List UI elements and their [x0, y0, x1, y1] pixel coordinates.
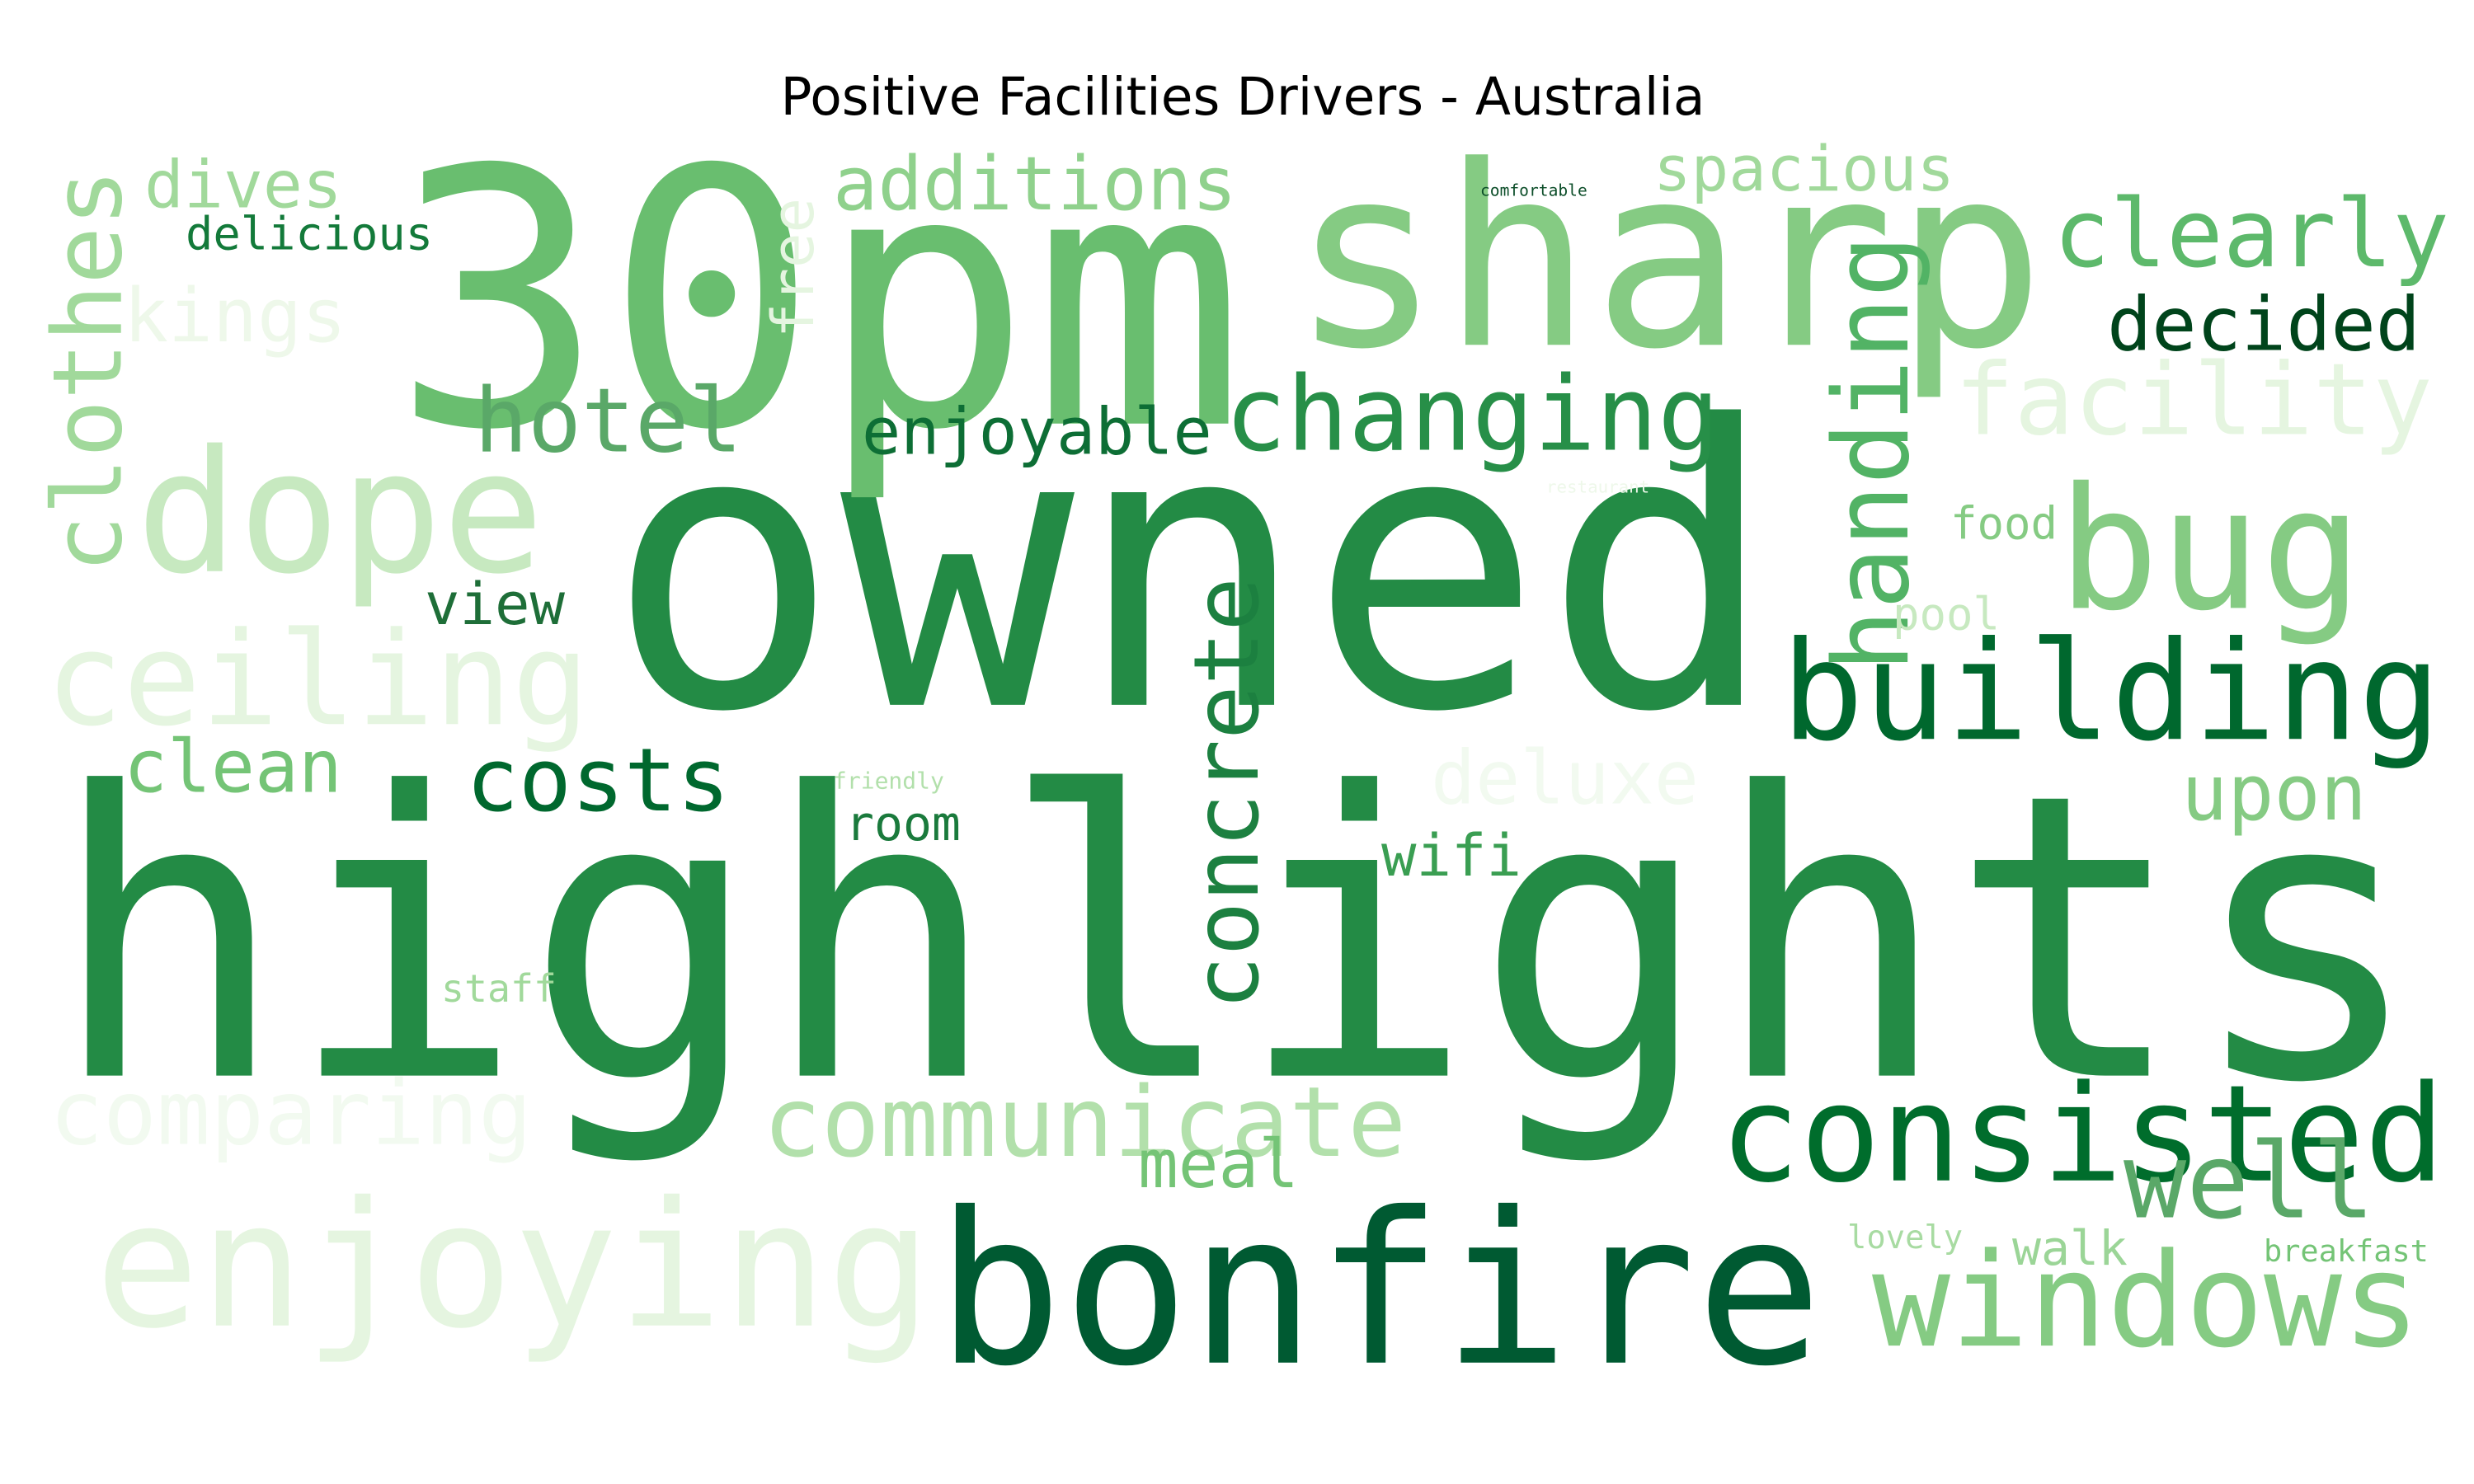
word-42: meal — [1138, 1126, 1300, 1205]
word-32: hotel — [474, 369, 743, 473]
word-37: clean — [124, 724, 342, 810]
word-14: comparing — [49, 1062, 533, 1166]
word-44: walk — [2012, 1219, 2128, 1276]
word-27: dives — [144, 146, 342, 223]
word-31: free — [759, 197, 828, 338]
word-29: spacious — [1653, 133, 1955, 205]
word-28: delicious — [186, 208, 434, 261]
word-12: communicate — [763, 1066, 1407, 1180]
word-46: breakfast — [2264, 1233, 2429, 1269]
word-15: facility — [1954, 342, 2433, 458]
word-41: staff — [441, 965, 557, 1011]
word-43: lovely — [1847, 1219, 1964, 1257]
word-21: costs — [466, 730, 730, 832]
word-36: view — [425, 569, 566, 638]
word-1: owned — [606, 344, 1777, 797]
word-22: deluxe — [1431, 735, 1700, 822]
word-3: sharp — [1291, 112, 2046, 405]
word-9: ceiling — [45, 604, 590, 755]
word-6: dope — [136, 414, 544, 612]
word-0: highlights — [49, 709, 2425, 1169]
word-5: enjoying — [95, 1163, 932, 1367]
word-25: upon — [2181, 749, 2367, 839]
word-10: windows — [1872, 1226, 2421, 1378]
word-11: bug — [2058, 452, 2363, 649]
word-20: additions — [833, 141, 1237, 228]
word-38: friendly — [833, 767, 944, 795]
chart-title: Positive Facilities Drivers - Australia — [780, 67, 1705, 127]
word-19: clothes — [32, 168, 144, 573]
word-18: concrete — [1174, 577, 1279, 1010]
word-2: 30pm — [392, 95, 1246, 508]
word-16: clearly — [2053, 178, 2449, 289]
word-8: consisted — [1719, 1056, 2445, 1213]
word-35: pool — [1893, 588, 2001, 641]
word-26: kings — [124, 273, 346, 359]
word-39: room — [845, 795, 961, 852]
word-30: comfortable — [1480, 181, 1587, 200]
word-40: wifi — [1381, 820, 1522, 890]
word-24: decided — [2107, 281, 2421, 369]
word-23: enjoyable — [862, 394, 1212, 470]
word-45: well — [2124, 1120, 2375, 1242]
word-34: food — [1950, 497, 2058, 550]
word-7: building — [1781, 613, 2441, 773]
word-13: changing — [1225, 355, 1720, 475]
word-33: restaurant — [1546, 477, 1650, 497]
word-4: bonfire — [936, 1167, 1823, 1413]
